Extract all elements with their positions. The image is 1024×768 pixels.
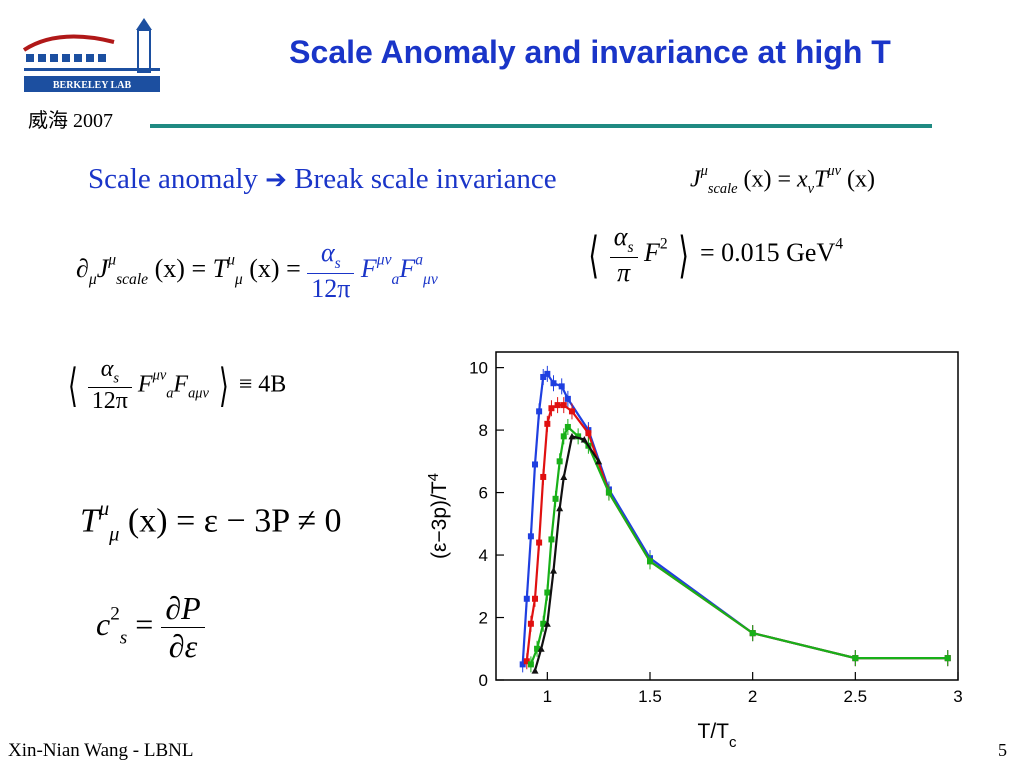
x-tick-label: 3	[953, 687, 962, 706]
subtitle: Scale anomaly ➔ Break scale invariance	[88, 163, 557, 196]
y-axis-label: (ε−3p)/T4	[425, 473, 452, 559]
data-point	[560, 473, 568, 480]
y-tick-label: 6	[479, 484, 488, 503]
arrow-icon: ➔	[265, 165, 287, 195]
equation-speed-of-sound: c2s = ∂P ∂ε	[96, 590, 205, 665]
x-tick-label: 2	[748, 687, 757, 706]
data-point	[549, 567, 557, 574]
y-tick-label: 10	[469, 359, 488, 378]
subtitle-right: Break scale invariance	[294, 163, 557, 195]
trace-anomaly-chart: 1 1.5 2 2.5 3 0 2 4 6 8 10 T/Tc (ε−3p)/T4	[414, 330, 970, 760]
data-point	[595, 457, 603, 465]
footer-author: Xin-Nian Wang - LBNL	[8, 740, 194, 761]
data-point	[531, 667, 539, 674]
equation-trace-anomaly: Tμμ (x) = ε − 3P ≠ 0	[80, 498, 342, 546]
slide-title: Scale Anomaly and invariance at high T	[289, 34, 891, 70]
page-number: 5	[998, 740, 1007, 760]
data-point	[556, 504, 564, 512]
subtitle-left: Scale anomaly	[88, 163, 258, 195]
logo-text: BERKELEY LAB	[53, 80, 132, 91]
y-tick-label: 2	[479, 609, 488, 628]
x-tick-label: 1.5	[638, 687, 662, 706]
data-point	[543, 620, 551, 627]
equation-bag-constant: ⟨ αs 12π FμνaFaμν ⟩ ≡ 4B	[68, 356, 287, 415]
data-point	[537, 645, 545, 652]
plot-frame	[495, 351, 959, 681]
series-line	[521, 372, 948, 665]
berkeley-lab-logo: BERKELEY LAB	[18, 18, 170, 98]
equation-scale-current: Jμscale (x) = xνTμν (x)	[690, 163, 876, 197]
data-point	[580, 435, 588, 443]
y-tick-label: 8	[479, 421, 488, 440]
y-tick-label: 4	[479, 546, 488, 565]
header-meta: 威海 2007	[28, 110, 113, 132]
x-tick-label: 2.5	[844, 687, 868, 706]
equation-gluon-condensate: ⟨ αs π F2 ⟩ = 0.015 GeV4	[588, 222, 844, 288]
y-tick-label: 0	[479, 671, 488, 690]
data-point	[568, 432, 576, 440]
series-line	[529, 425, 948, 665]
x-tick-label: 1	[543, 687, 552, 706]
title-rule	[150, 124, 932, 128]
equation-divergence: ∂μJμscale (x) = Tμμ (x) = αs 12π FμνaFaμν	[76, 238, 438, 304]
x-axis-label: T/Tc	[698, 720, 738, 751]
